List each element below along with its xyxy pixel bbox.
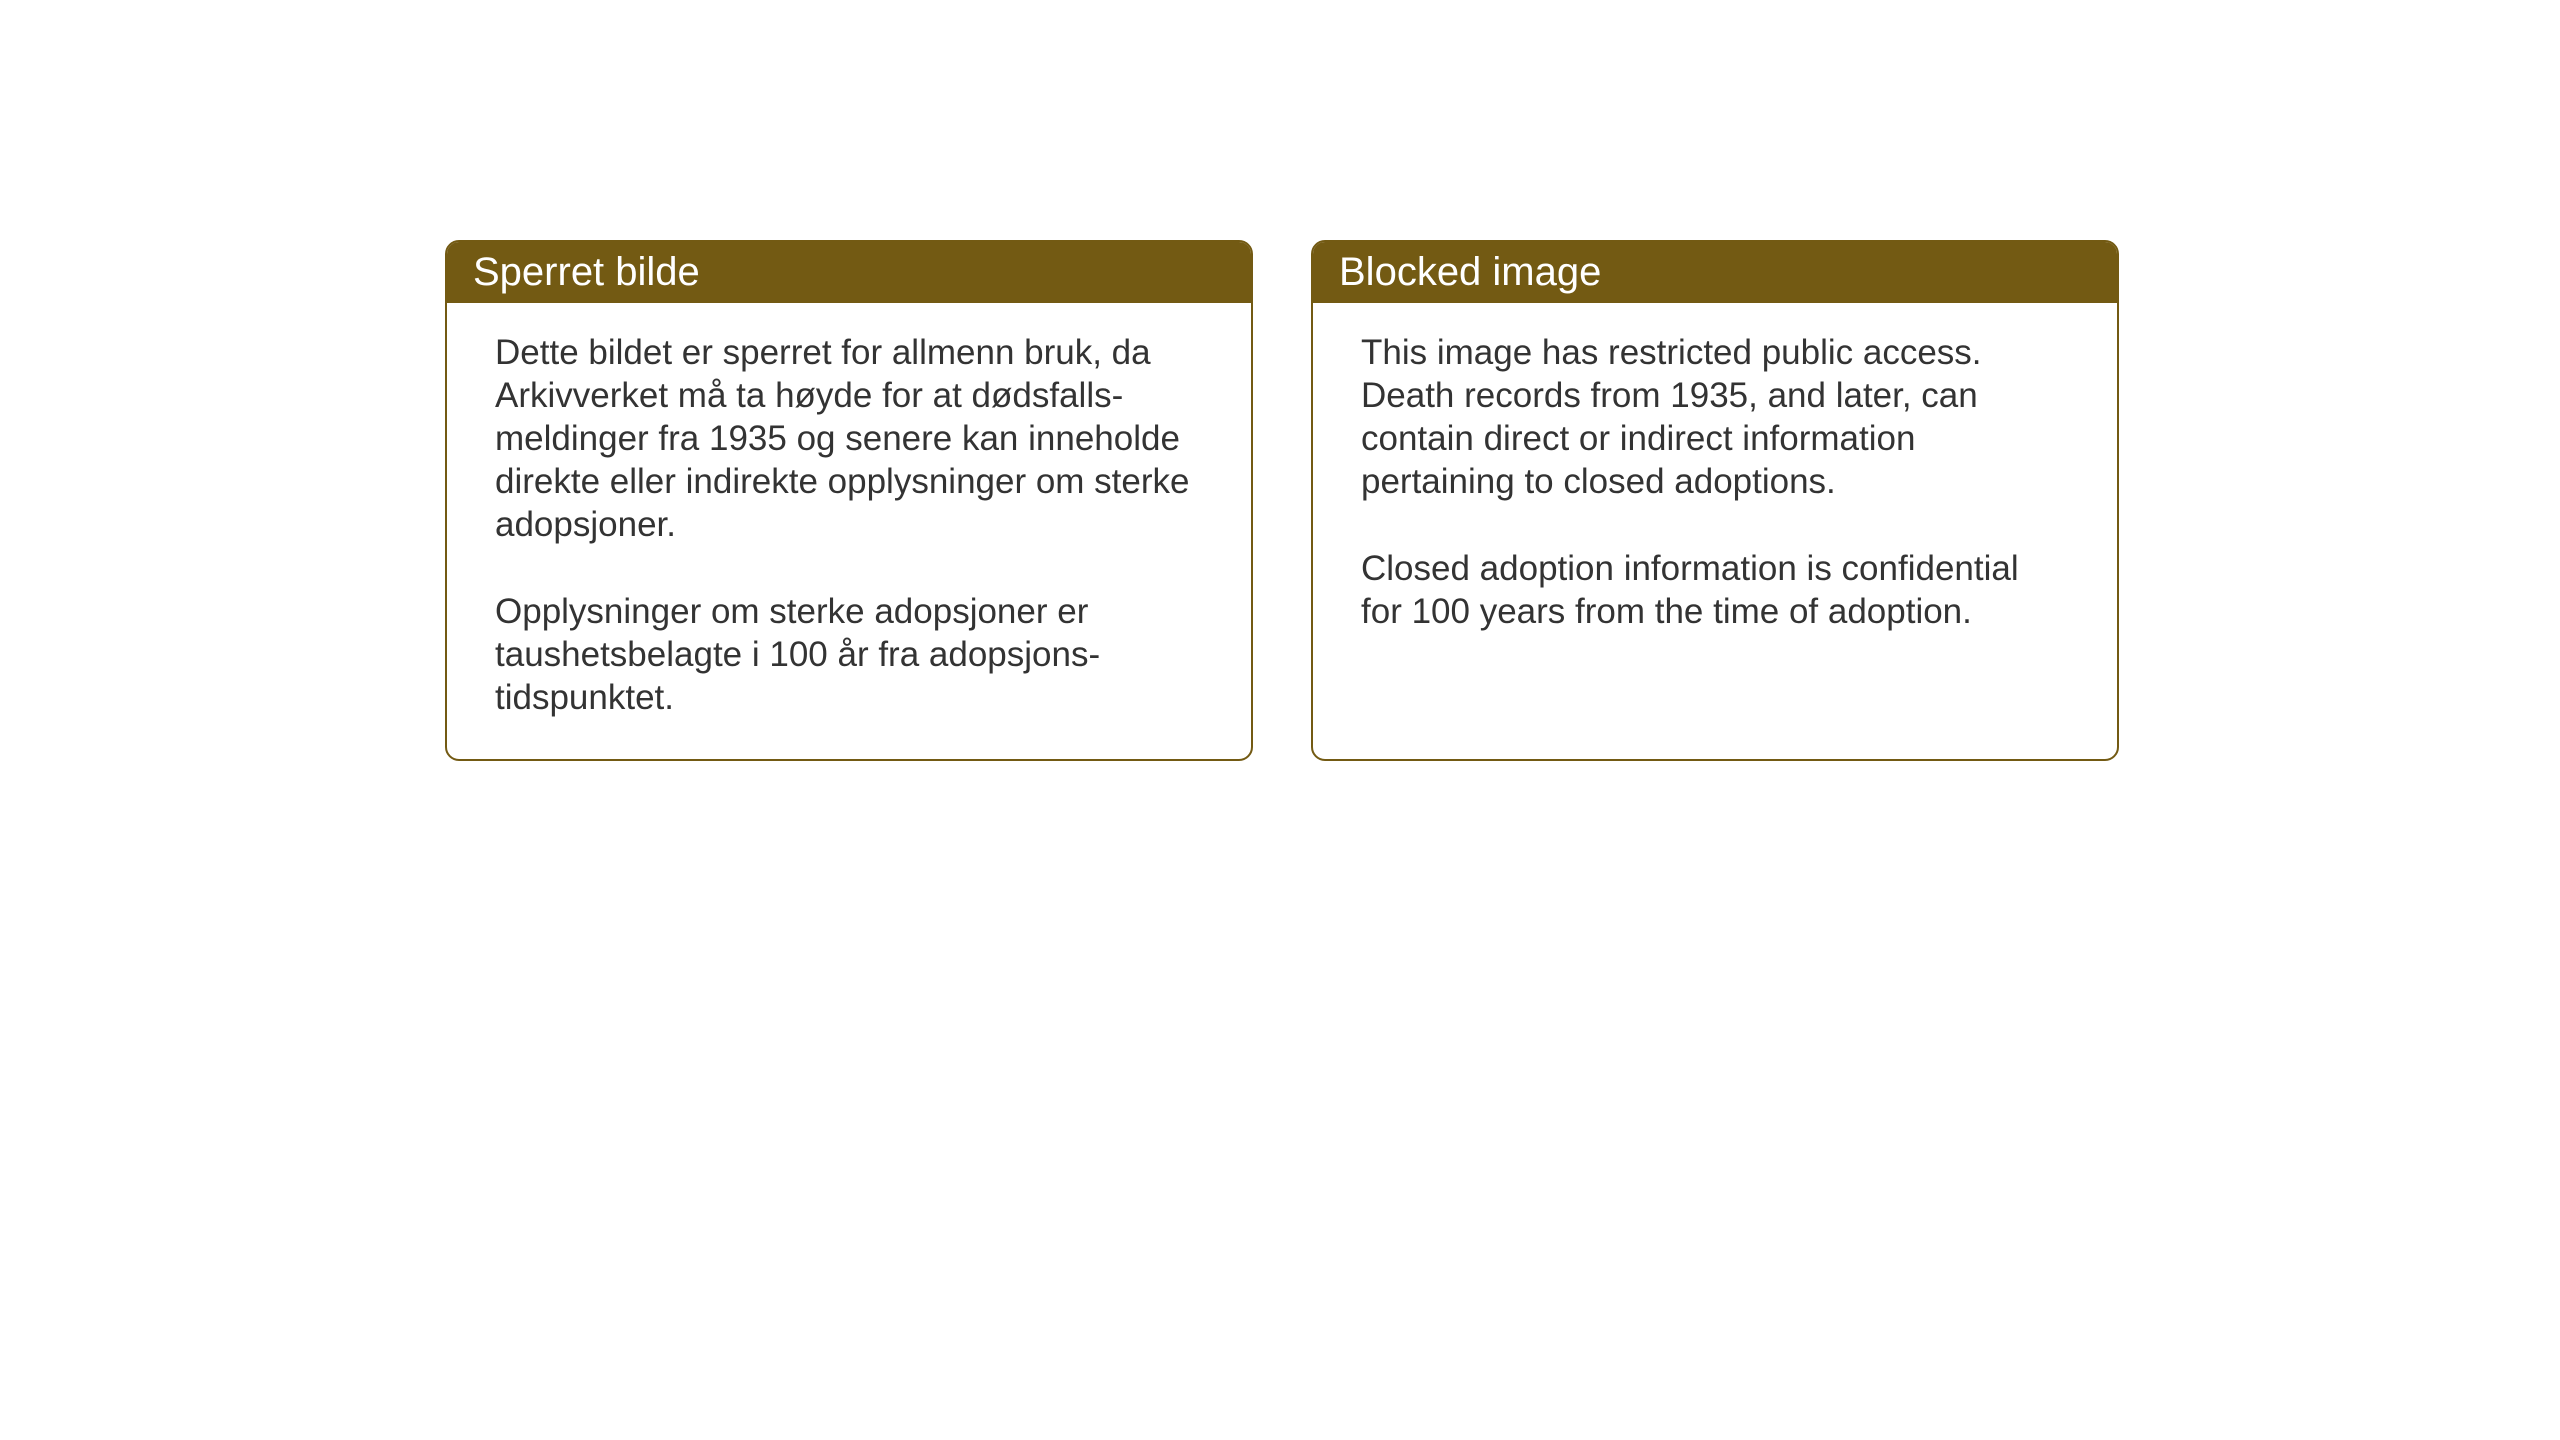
english-card-title: Blocked image [1313, 242, 2117, 303]
english-notice-card: Blocked image This image has restricted … [1311, 240, 2119, 761]
english-paragraph-2: Closed adoption information is confident… [1361, 547, 2069, 633]
norwegian-card-title: Sperret bilde [447, 242, 1251, 303]
norwegian-paragraph-1: Dette bildet er sperret for allmenn bruk… [495, 331, 1203, 546]
norwegian-paragraph-2: Opplysninger om sterke adopsjoner er tau… [495, 590, 1203, 719]
norwegian-card-body: Dette bildet er sperret for allmenn bruk… [447, 303, 1251, 759]
english-card-body: This image has restricted public access.… [1313, 303, 2117, 673]
notice-cards-container: Sperret bilde Dette bildet er sperret fo… [445, 240, 2119, 761]
english-paragraph-1: This image has restricted public access.… [1361, 331, 2069, 503]
norwegian-notice-card: Sperret bilde Dette bildet er sperret fo… [445, 240, 1253, 761]
